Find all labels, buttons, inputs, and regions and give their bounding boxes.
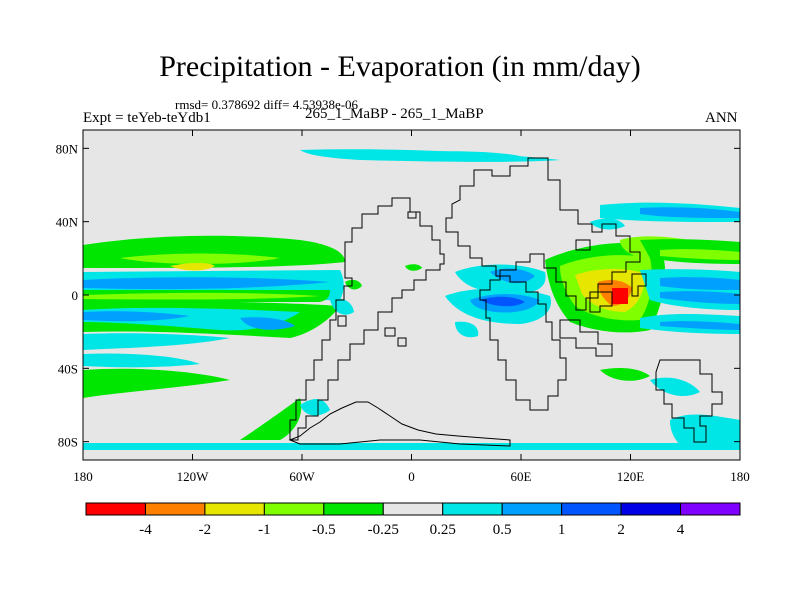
colorbar-label: -0.25 xyxy=(368,522,399,538)
lon-tick-label: 180 xyxy=(730,469,750,484)
lon-tick-label: 60W xyxy=(289,469,315,484)
colorbar-swatch xyxy=(382,502,444,516)
lon-axis: 180 120W 60W 0 60E 120E 180 xyxy=(73,130,750,484)
colorbar-swatch xyxy=(561,502,622,516)
colorbar-swatch xyxy=(501,502,563,516)
lat-axis: 80N 40N 0 40S 80S xyxy=(56,141,740,450)
lat-tick-label: 80N xyxy=(56,141,79,156)
experiment-label: Expt = teYeb-teYdb1 xyxy=(83,110,211,126)
contour-field xyxy=(83,149,740,450)
colorbar-swatch xyxy=(204,502,265,516)
colorbar-swatch xyxy=(442,502,503,516)
season-label: ANN xyxy=(705,110,738,126)
colorbar: -4 -2 -1 -0.5 -0.25 0.25 0.5 1 2 4 xyxy=(85,502,741,538)
colorbar-label: 0.5 xyxy=(493,522,512,538)
contour-southern-ocean xyxy=(240,398,302,440)
coast-australia xyxy=(655,359,723,443)
lat-tick-label: 80S xyxy=(58,435,78,450)
lon-tick-label: 60E xyxy=(511,469,532,484)
colorbar-label: 4 xyxy=(677,522,685,538)
colorbar-label: 1 xyxy=(558,522,566,538)
lon-tick-label: 120E xyxy=(617,469,645,484)
colorbar-swatch xyxy=(680,502,741,516)
contour-arctic xyxy=(300,149,560,162)
coast-eurasia-africa xyxy=(445,157,641,411)
colorbar-label: 2 xyxy=(617,522,625,538)
colorbar-label: -2 xyxy=(199,522,212,538)
runs-label: 265_1_MaBP - 265_1_MaBP xyxy=(305,106,484,122)
colorbar-label: 0.25 xyxy=(430,522,456,538)
colorbar-swatch xyxy=(620,502,682,516)
colorbar-label: -0.5 xyxy=(312,522,336,538)
coast-americas xyxy=(289,197,445,441)
lat-tick-label: 40N xyxy=(56,215,79,230)
plot-title: Precipitation - Evaporation (in mm/day) xyxy=(159,50,641,83)
lat-tick-label: 0 xyxy=(72,288,79,303)
colorbar-swatch xyxy=(144,502,206,516)
coast-antarctica xyxy=(288,401,511,447)
colorbar-swatch xyxy=(323,502,384,516)
colorbar-swatch xyxy=(85,502,146,516)
lat-tick-label: 40S xyxy=(58,361,78,376)
stats-label: rmsd= 0.378692 diff= 4.53938e-06 xyxy=(175,97,359,112)
lon-tick-label: 180 xyxy=(73,469,93,484)
colorbar-swatch xyxy=(263,502,325,516)
colorbar-label: -1 xyxy=(258,522,271,538)
coastlines xyxy=(288,157,723,447)
lon-tick-label: 120W xyxy=(177,469,210,484)
lon-tick-label: 0 xyxy=(408,469,415,484)
colorbar-label: -4 xyxy=(139,522,152,538)
